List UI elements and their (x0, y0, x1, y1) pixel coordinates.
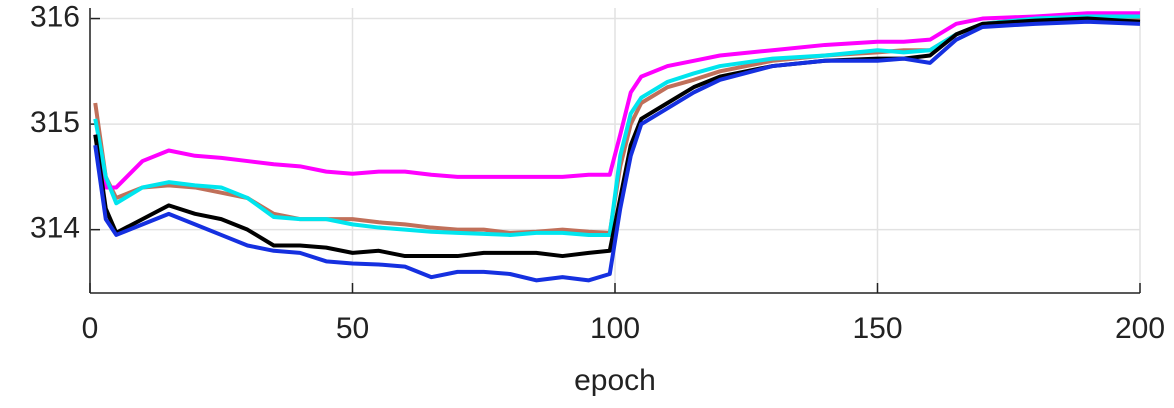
x-tick-label: 200 (1115, 312, 1165, 345)
y-tick-label: 315 (30, 106, 80, 139)
x-tick-label: 50 (336, 312, 369, 345)
x-tick-label: 100 (590, 312, 640, 345)
y-tick-label: 316 (30, 0, 80, 33)
data-line (93, 19, 1141, 283)
x-axis-label: epoch (574, 364, 656, 397)
data-line (93, 14, 1140, 237)
data-line (93, 11, 1140, 190)
x-tick-label: 150 (852, 312, 902, 345)
x-tick-label: 0 (82, 312, 99, 345)
y-tick-label: 314 (30, 212, 80, 245)
